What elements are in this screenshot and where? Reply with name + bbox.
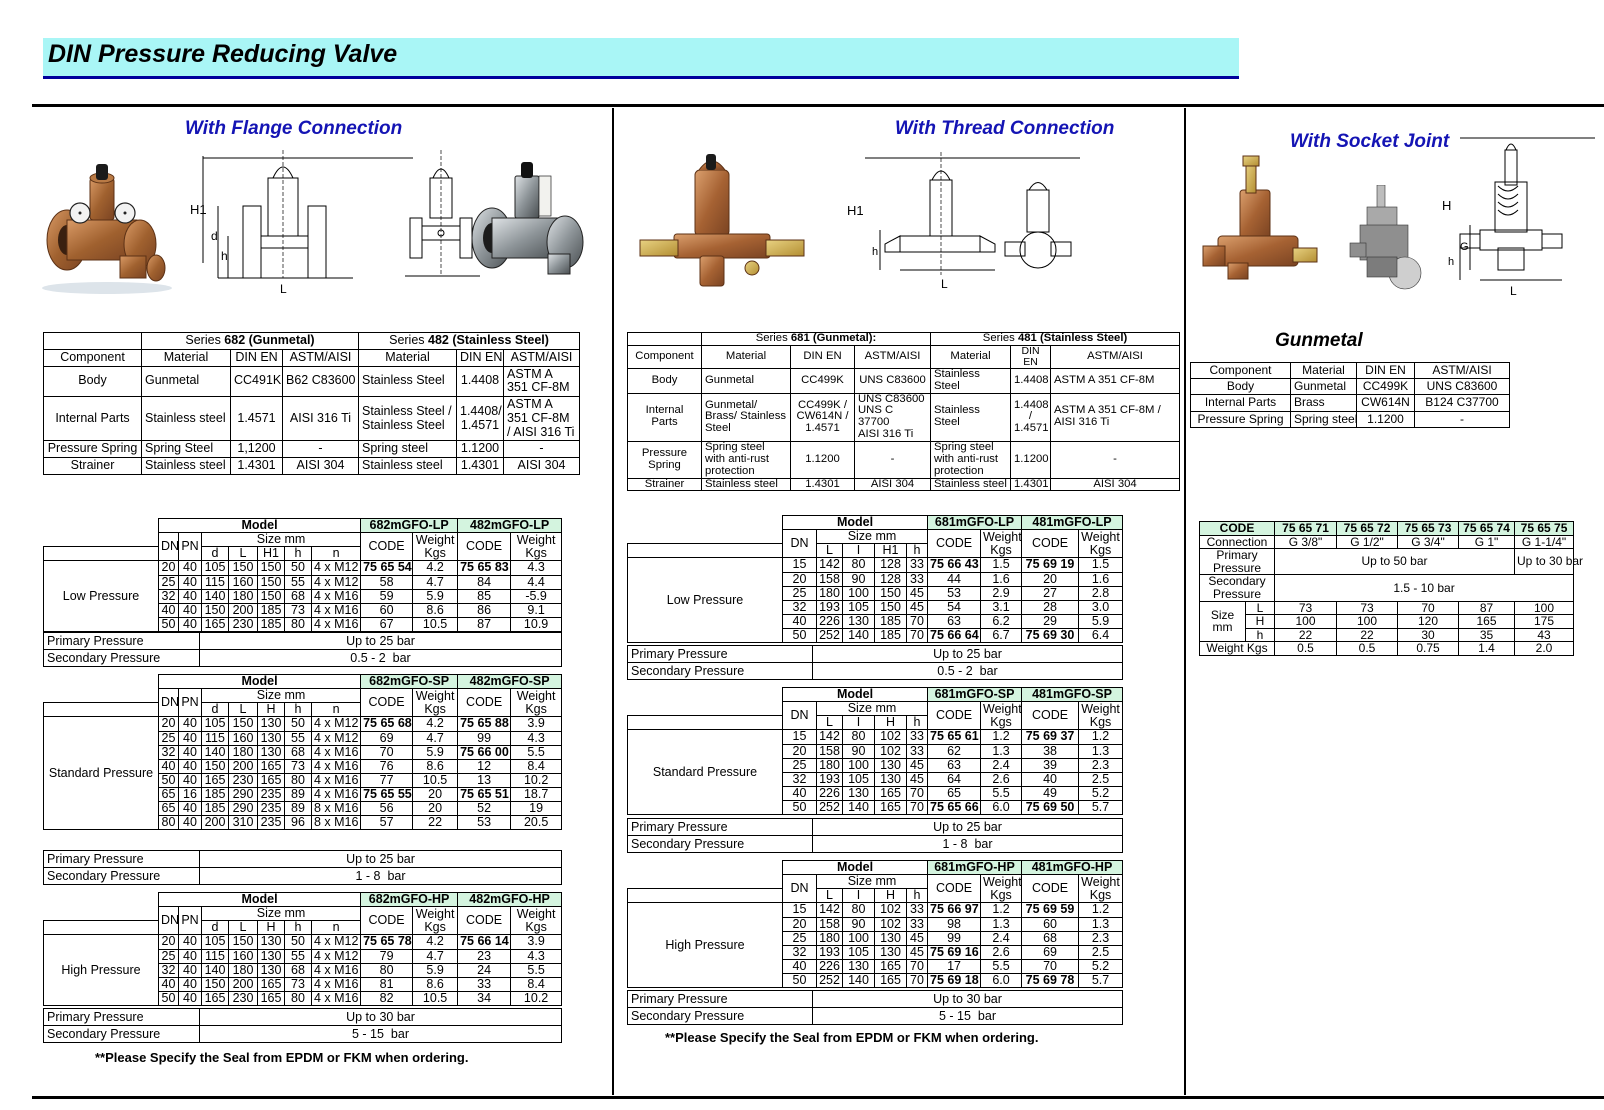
svg-text:h: h bbox=[1448, 256, 1454, 268]
svg-text:H: H bbox=[1442, 198, 1451, 213]
svg-text:d: d bbox=[211, 229, 218, 243]
svg-text:h: h bbox=[872, 246, 878, 258]
svg-text:h: h bbox=[221, 249, 228, 263]
svg-text:H1: H1 bbox=[190, 202, 207, 217]
svg-text:L: L bbox=[1510, 284, 1517, 298]
svg-text:L: L bbox=[941, 277, 948, 291]
svg-text:G: G bbox=[1460, 241, 1469, 253]
svg-text:L: L bbox=[280, 282, 287, 296]
svg-text:H1: H1 bbox=[847, 203, 864, 218]
